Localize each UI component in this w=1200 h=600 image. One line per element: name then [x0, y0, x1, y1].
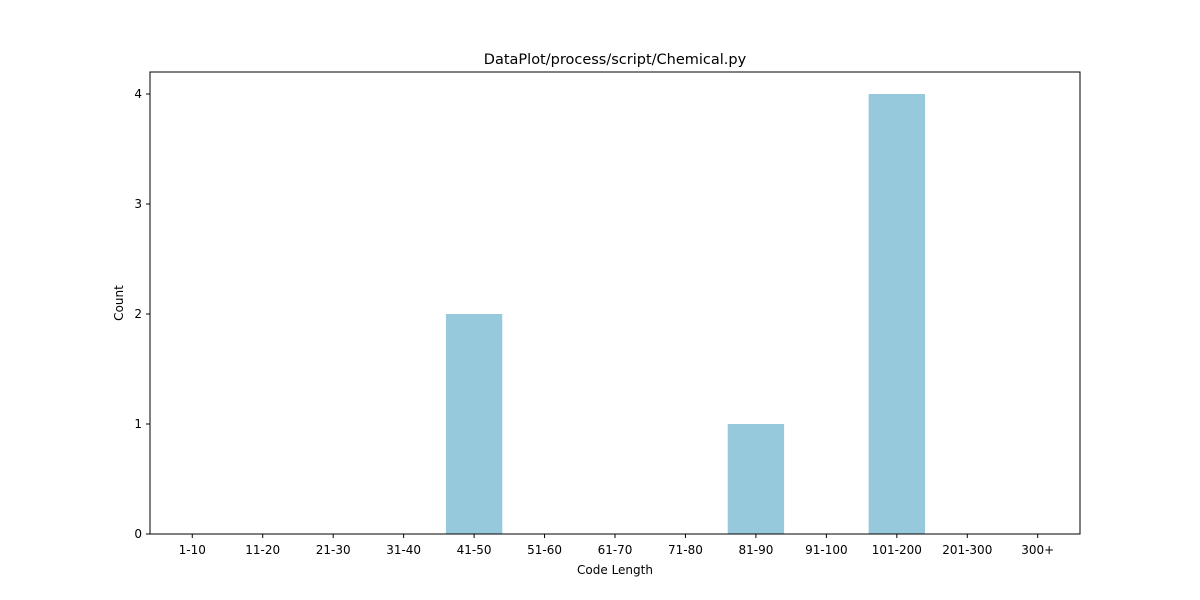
x-tick-label: 101-200 — [872, 543, 922, 557]
bar-101-200 — [868, 94, 925, 534]
x-tick-label: 31-40 — [386, 543, 421, 557]
x-tick-label: 1-10 — [179, 543, 206, 557]
y-tick-label: 1 — [134, 417, 142, 431]
y-axis-title: Count — [112, 285, 126, 321]
bars-group — [445, 94, 925, 534]
bar-81-90 — [727, 424, 785, 534]
x-tick-label: 11-20 — [245, 543, 280, 557]
plot-area-frame — [149, 71, 1081, 535]
x-tick-label: 51-60 — [527, 543, 562, 557]
x-tick-label: 21-30 — [316, 543, 351, 557]
y-tick-label: 0 — [134, 527, 142, 541]
y-tick-label: 3 — [134, 197, 142, 211]
x-tick-label: 91-100 — [805, 543, 848, 557]
x-tick-label: 41-50 — [457, 543, 492, 557]
x-tick-label: 81-90 — [738, 543, 773, 557]
bar-41-50 — [445, 314, 503, 534]
x-axis-title: Code Length — [577, 563, 653, 577]
x-tick-label: 71-80 — [668, 543, 703, 557]
y-tick-label: 2 — [134, 307, 142, 321]
x-axis: 1-10 11-20 21-30 31-40 41-50 51-60 61-70 71-80 8… — [179, 534, 1054, 557]
x-tick-label: 61-70 — [598, 543, 633, 557]
x-tick-label: 300+ — [1021, 543, 1054, 557]
chart-title: DataPlot/process/script/Chemical.py — [484, 52, 747, 68]
y-tick-label: 4 — [134, 87, 142, 101]
y-axis: 0 1 2 3 4 — [134, 87, 150, 541]
x-tick-label: 201-300 — [942, 543, 992, 557]
